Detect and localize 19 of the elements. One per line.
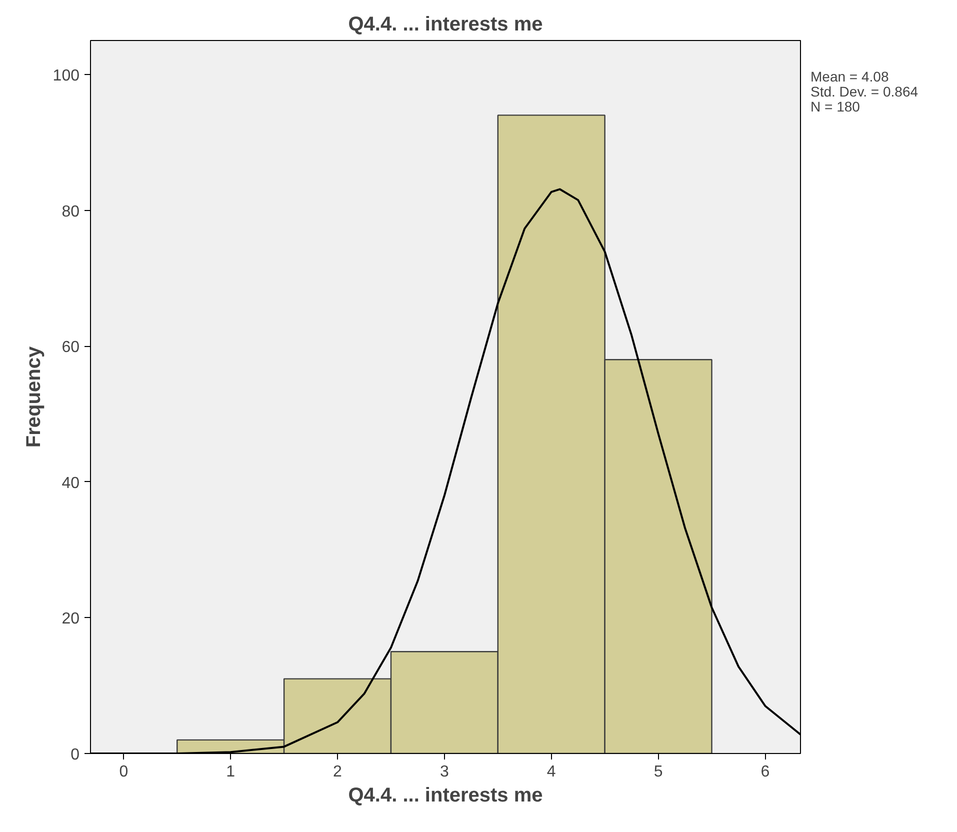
x-tick-label: 0 <box>119 764 128 780</box>
y-tick-label: 60 <box>62 339 80 356</box>
y-tick-label: 0 <box>70 746 80 764</box>
y-tick-label: 100 <box>52 67 80 84</box>
y-axis-title: Frequency <box>22 346 45 448</box>
y-tick-label: 80 <box>62 203 80 220</box>
text: Std. Dev. = 0.864 <box>810 84 918 100</box>
chart-title: Q4.4. ... interests me <box>348 14 543 36</box>
y-tick-label: 20 <box>62 610 80 628</box>
x-tick-label: 4 <box>546 764 556 780</box>
text: N = 180 <box>810 98 860 114</box>
x-axis-title: Q4.4. ... interests me <box>348 784 543 806</box>
y-tick-label: 40 <box>62 474 80 492</box>
text: Mean = 4.08 <box>810 68 889 84</box>
x-tick-label: 2 <box>333 764 342 780</box>
x-tick-label: 1 <box>226 764 236 780</box>
x-tick-label: 3 <box>440 764 449 780</box>
x-tick-label: 5 <box>654 764 663 780</box>
x-tick-label: 6 <box>760 764 770 780</box>
